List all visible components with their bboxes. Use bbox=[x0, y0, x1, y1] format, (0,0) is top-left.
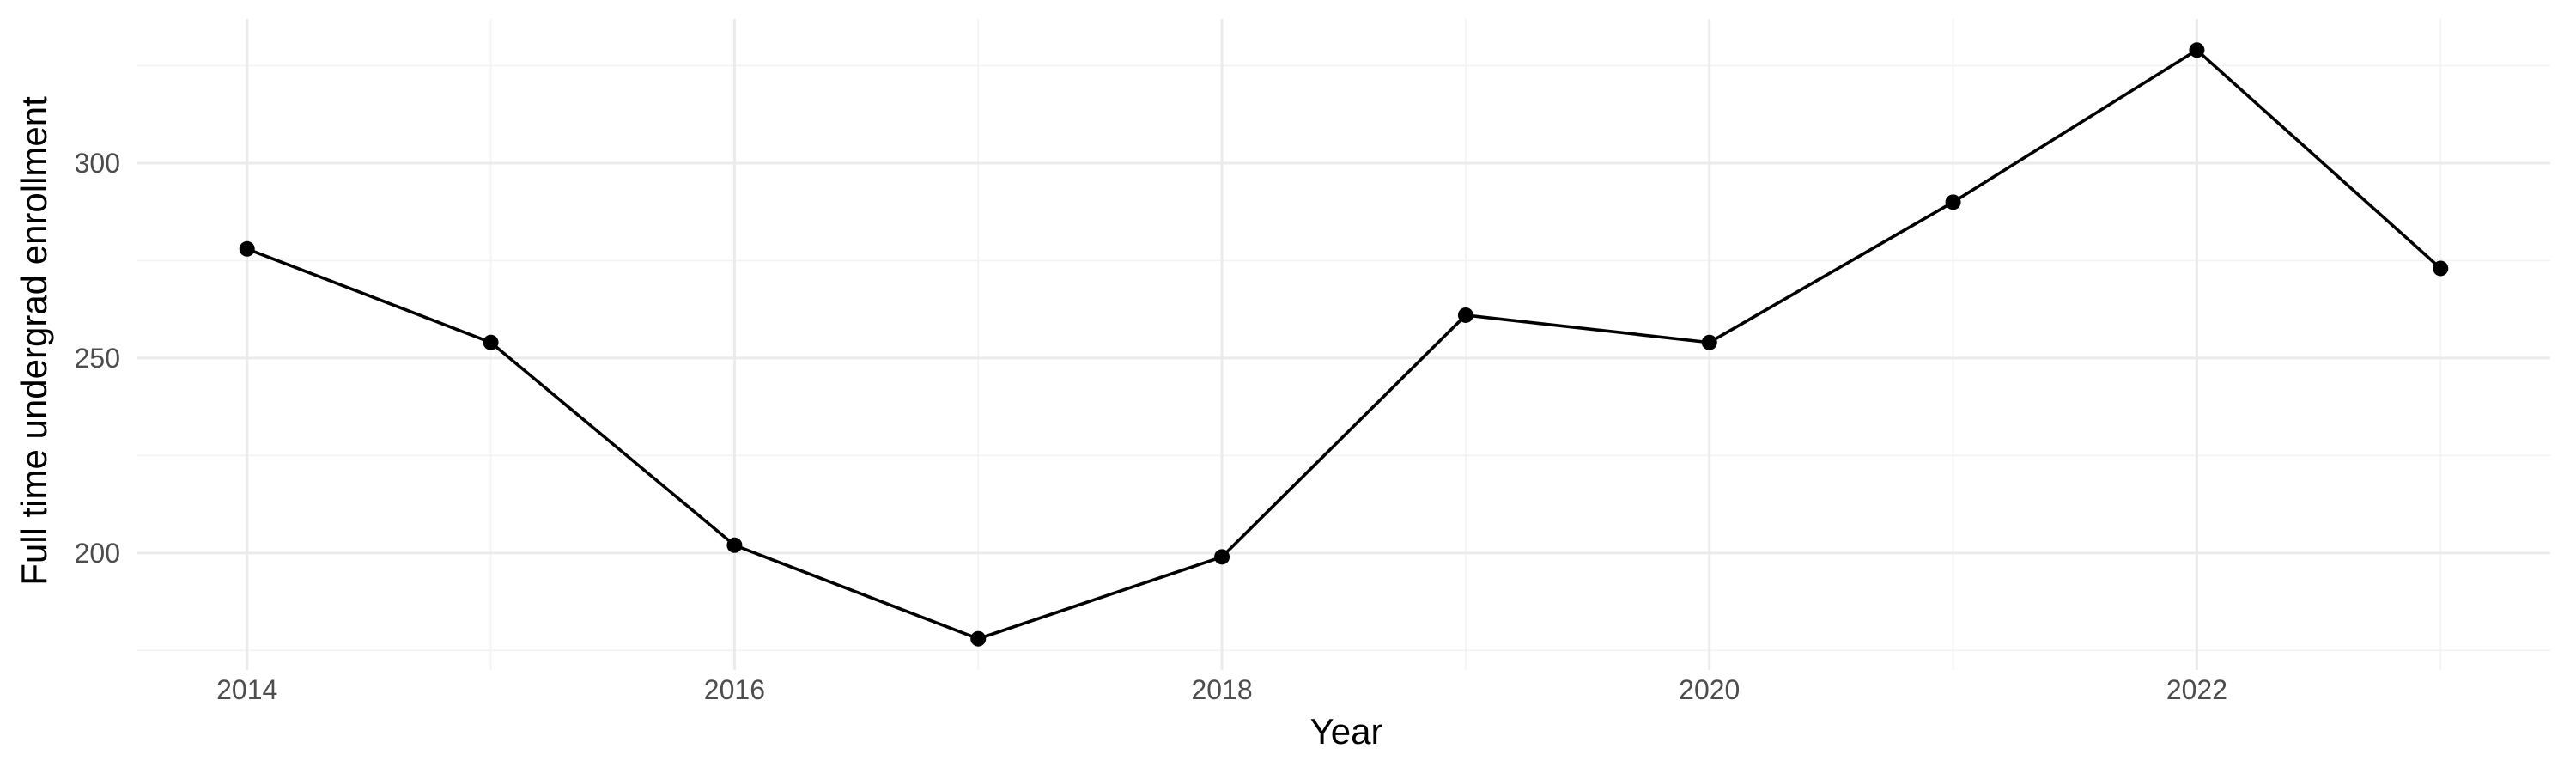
y-tick-label-300: 300 bbox=[75, 148, 120, 179]
minor-gridlines bbox=[137, 19, 2550, 670]
y-axis-title: Full time undergrad enrollment bbox=[14, 96, 54, 586]
data-point-2018 bbox=[1214, 549, 1230, 565]
y-tick-label-250: 250 bbox=[75, 343, 120, 374]
x-axis-title: Year bbox=[1310, 711, 1383, 752]
data-point-2019 bbox=[1457, 307, 1473, 323]
x-tick-label-2020: 2020 bbox=[1679, 674, 1740, 705]
x-axis-tick-labels: 2014 2016 2018 2020 2022 bbox=[216, 674, 2227, 705]
data-point-2016 bbox=[726, 537, 743, 553]
x-tick-label-2016: 2016 bbox=[704, 674, 765, 705]
data-point-2015 bbox=[483, 334, 499, 350]
x-tick-label-2018: 2018 bbox=[1191, 674, 1252, 705]
data-point-2021 bbox=[1945, 194, 1961, 210]
enrollment-series bbox=[246, 48, 2442, 641]
y-tick-label-200: 200 bbox=[75, 538, 120, 569]
data-point-2020 bbox=[1701, 334, 1717, 350]
data-point-2023 bbox=[2433, 260, 2449, 277]
x-tick-label-2014: 2014 bbox=[216, 674, 277, 705]
data-point-2022 bbox=[2189, 42, 2205, 58]
y-axis-tick-labels: 200 250 300 bbox=[75, 148, 120, 569]
x-tick-label-2022: 2022 bbox=[2166, 674, 2227, 705]
series-line-0 bbox=[246, 48, 2442, 641]
data-point-2017 bbox=[970, 630, 987, 647]
enrollment-points bbox=[239, 42, 2449, 647]
data-point-2014 bbox=[239, 240, 255, 257]
major-gridlines bbox=[137, 19, 2550, 670]
